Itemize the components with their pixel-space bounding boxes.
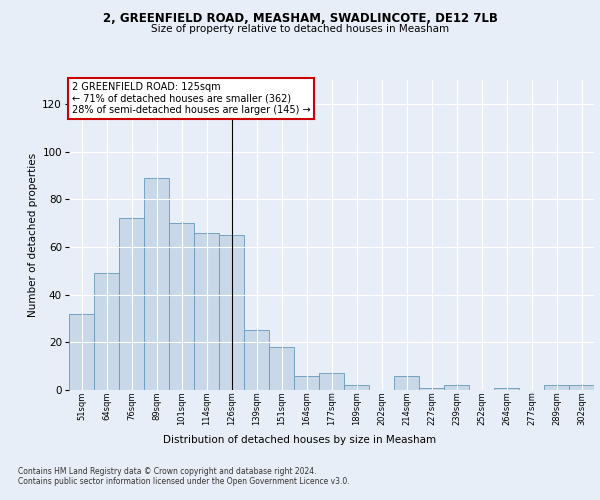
Bar bbox=[294, 376, 319, 390]
Bar bbox=[394, 376, 419, 390]
Bar bbox=[94, 273, 119, 390]
Text: Contains HM Land Registry data © Crown copyright and database right 2024.: Contains HM Land Registry data © Crown c… bbox=[18, 468, 317, 476]
Bar bbox=[319, 374, 344, 390]
Text: Contains public sector information licensed under the Open Government Licence v3: Contains public sector information licen… bbox=[18, 478, 350, 486]
Bar bbox=[144, 178, 169, 390]
Bar bbox=[194, 232, 219, 390]
Text: Distribution of detached houses by size in Measham: Distribution of detached houses by size … bbox=[163, 435, 437, 445]
Bar bbox=[244, 330, 269, 390]
Bar bbox=[494, 388, 519, 390]
Bar bbox=[544, 385, 569, 390]
Bar bbox=[219, 235, 244, 390]
Bar bbox=[444, 385, 469, 390]
Bar bbox=[344, 385, 369, 390]
Text: Size of property relative to detached houses in Measham: Size of property relative to detached ho… bbox=[151, 24, 449, 34]
Bar bbox=[169, 223, 194, 390]
Bar bbox=[119, 218, 144, 390]
Text: 2 GREENFIELD ROAD: 125sqm
← 71% of detached houses are smaller (362)
28% of semi: 2 GREENFIELD ROAD: 125sqm ← 71% of detac… bbox=[71, 82, 310, 115]
Bar bbox=[269, 347, 294, 390]
Y-axis label: Number of detached properties: Number of detached properties bbox=[28, 153, 38, 317]
Bar bbox=[569, 385, 594, 390]
Bar bbox=[69, 314, 94, 390]
Text: 2, GREENFIELD ROAD, MEASHAM, SWADLINCOTE, DE12 7LB: 2, GREENFIELD ROAD, MEASHAM, SWADLINCOTE… bbox=[103, 12, 497, 26]
Bar bbox=[419, 388, 444, 390]
